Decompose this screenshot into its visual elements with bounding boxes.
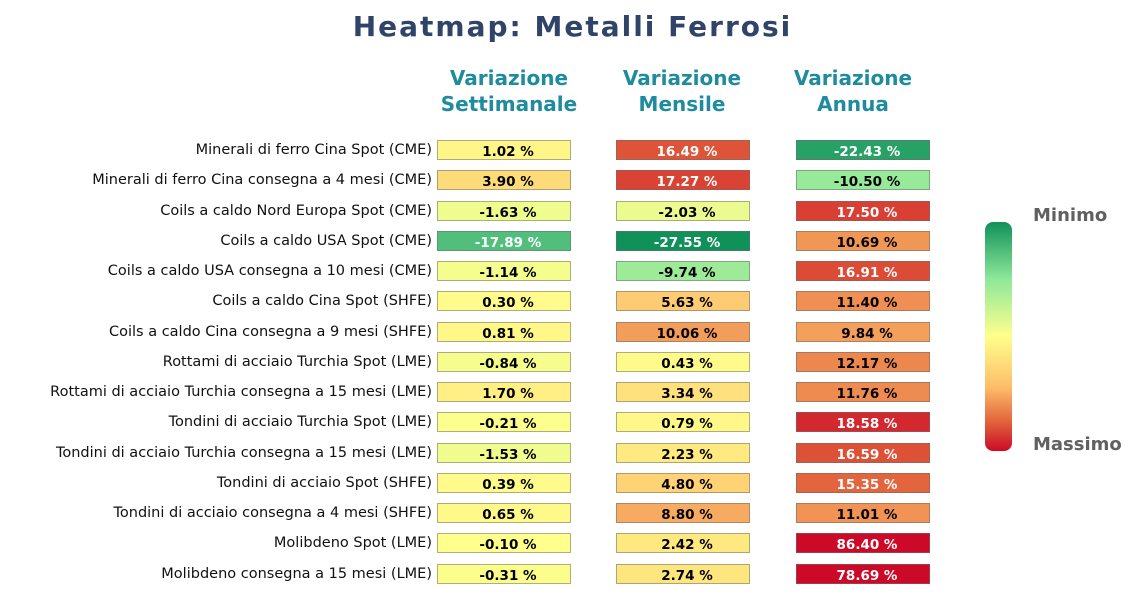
heatmap-cell: 12.17 % bbox=[796, 351, 930, 372]
row-label: Coils a caldo USA consegna a 10 mesi (CM… bbox=[107, 263, 432, 279]
heatmap-cell: 0.65 % bbox=[437, 503, 571, 523]
row-label: Molibdeno Spot (LME) bbox=[273, 535, 432, 552]
heatmap-cell: 3.34 % bbox=[616, 382, 750, 402]
heatmap-cell: -1.53 % bbox=[437, 442, 571, 463]
column-header-line: Settimanale bbox=[440, 92, 578, 116]
legend-label-max: Massimo bbox=[1033, 434, 1122, 455]
heatmap-cell: 78.69 % bbox=[796, 563, 930, 584]
heatmap-cell: 10.69 % bbox=[796, 230, 930, 251]
heatmap-cell: 0.30 % bbox=[437, 291, 571, 312]
row-label: Molibdeno consegna a 15 mesi (LME) bbox=[161, 565, 432, 582]
heatmap-cell: -17.89 % bbox=[437, 230, 571, 251]
heatmap-cell: 11.40 % bbox=[796, 291, 930, 312]
heatmap-cell: -27.55 % bbox=[616, 230, 750, 251]
heatmap-cell: -0.10 % bbox=[437, 533, 571, 554]
row-label: Rottami di acciaio Turchia consegna a 15… bbox=[50, 384, 432, 400]
heatmap-cell: 0.39 % bbox=[437, 472, 571, 493]
heatmap-cell: 16.49 % bbox=[616, 140, 750, 160]
heatmap-cell: 11.76 % bbox=[796, 382, 930, 402]
column-header-line: Mensile bbox=[638, 92, 726, 116]
row-label: Minerali di ferro Cina Spot (CME) bbox=[195, 142, 432, 158]
row-label: Tondini di acciaio Spot (SHFE) bbox=[216, 474, 432, 491]
row-label: Minerali di ferro Cina consegna a 4 mesi… bbox=[92, 172, 432, 189]
heatmap-cell: 1.02 % bbox=[437, 140, 571, 160]
heatmap-cell: 18.58 % bbox=[796, 412, 930, 433]
heatmap-cell: -22.43 % bbox=[796, 140, 930, 160]
row-label: Tondini di acciaio consegna a 4 mesi (SH… bbox=[113, 505, 433, 521]
row-label: Coils a caldo Nord Europa Spot (CME) bbox=[160, 202, 432, 219]
heatmap-cell: 8.80 % bbox=[616, 503, 750, 523]
heatmap-cell: 0.81 % bbox=[437, 321, 571, 342]
heatmap-cell: 17.50 % bbox=[796, 200, 930, 221]
heatmap-cell: -1.14 % bbox=[437, 261, 571, 281]
heatmap-cell: -0.31 % bbox=[437, 563, 571, 584]
heatmap-cell: 2.23 % bbox=[616, 442, 750, 463]
row-label: Rottami di acciaio Turchia Spot (LME) bbox=[162, 353, 432, 370]
heatmap-cell: 16.59 % bbox=[796, 442, 930, 463]
heatmap-cell: 15.35 % bbox=[796, 472, 930, 493]
heatmap-cell: 17.27 % bbox=[616, 170, 750, 191]
chart-title: Heatmap: Metalli Ferrosi bbox=[352, 10, 793, 43]
heatmap-cell: 0.79 % bbox=[616, 412, 750, 433]
heatmap-cell: 86.40 % bbox=[796, 533, 930, 554]
heatmap-cell: -0.84 % bbox=[437, 351, 571, 372]
heatmap-cell: 2.74 % bbox=[616, 563, 750, 584]
heatmap-cell: 5.63 % bbox=[616, 291, 750, 312]
column-header-line: Variazione bbox=[793, 66, 913, 90]
heatmap-cell: 10.06 % bbox=[616, 321, 750, 342]
heatmap-cell: 2.42 % bbox=[616, 533, 750, 554]
heatmap-cell: 3.90 % bbox=[437, 170, 571, 191]
heatmap-cell: -2.03 % bbox=[616, 200, 750, 221]
heatmap-cell: -1.63 % bbox=[437, 200, 571, 221]
heatmap-cell: -10.50 % bbox=[796, 170, 930, 191]
heatmap-cell: 0.43 % bbox=[616, 351, 750, 372]
row-label: Coils a caldo USA Spot (CME) bbox=[220, 232, 432, 249]
legend-label-min: Minimo bbox=[1033, 205, 1108, 226]
color-scale-bar bbox=[985, 222, 1012, 451]
heatmap-cell: 11.01 % bbox=[796, 503, 930, 523]
row-label: Tondini di acciaio Turchia Spot (LME) bbox=[168, 414, 432, 431]
row-label: Coils a caldo Cina consegna a 9 mesi (SH… bbox=[108, 323, 432, 340]
heatmap-cell: -9.74 % bbox=[616, 261, 750, 281]
column-header-line: Variazione bbox=[622, 66, 742, 90]
heatmap-cell: -0.21 % bbox=[437, 412, 571, 433]
row-label: Coils a caldo Cina Spot (SHFE) bbox=[212, 293, 432, 310]
column-header-3: Variazione Annua bbox=[763, 65, 943, 117]
column-header-line: Annua bbox=[817, 92, 889, 116]
column-header-line: Variazione bbox=[449, 66, 569, 90]
heatmap-cell: 9.84 % bbox=[796, 321, 930, 342]
column-header-1: Variazione Settimanale bbox=[419, 65, 599, 117]
heatmap-cell: 16.91 % bbox=[796, 261, 930, 281]
heatmap-cell: 4.80 % bbox=[616, 472, 750, 493]
column-header-2: Variazione Mensile bbox=[592, 65, 772, 117]
heatmap-cell: 1.70 % bbox=[437, 382, 571, 402]
row-label: Tondini di acciaio Turchia consegna a 15… bbox=[55, 444, 432, 461]
